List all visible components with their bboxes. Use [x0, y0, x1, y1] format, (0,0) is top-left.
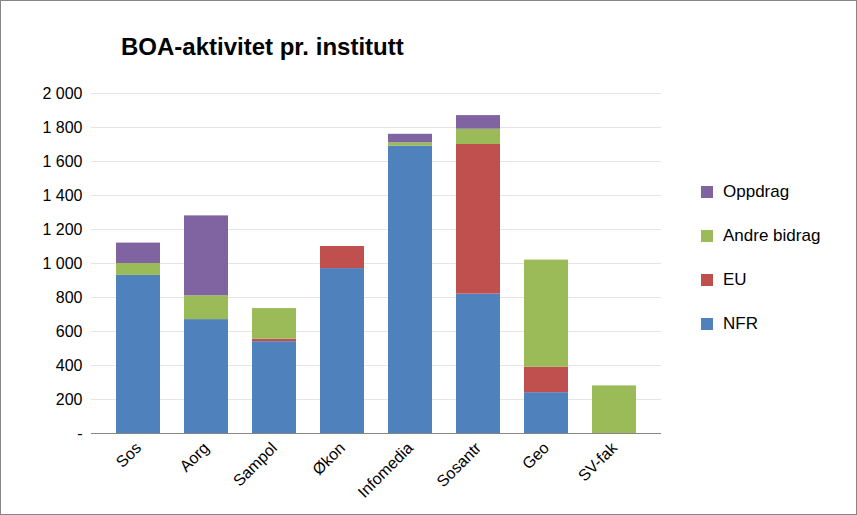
html-text:EU: EU [723, 269, 747, 289]
svg-text:600: 600 [56, 323, 83, 340]
svg-text:Sampol: Sampol [230, 439, 280, 489]
svg-text:800: 800 [56, 289, 83, 306]
svg-text:2 000: 2 000 [42, 85, 82, 102]
svg-text:1 800: 1 800 [42, 119, 82, 136]
html-text:Andre bidrag: Andre bidrag [723, 225, 821, 245]
html-text:Oppdrag: Oppdrag [723, 181, 790, 201]
svg-text:Sos: Sos [113, 439, 145, 471]
svg-text:-: - [77, 425, 82, 442]
svg-text:1 200: 1 200 [42, 221, 82, 238]
svg-text:200: 200 [56, 391, 83, 408]
svg-text:1 000: 1 000 [42, 255, 82, 272]
svg-text:SV-fak: SV-fak [575, 438, 621, 484]
html-text:NFR: NFR [723, 313, 758, 333]
svg-text:Økon: Økon [309, 439, 348, 478]
svg-text:Sosantr: Sosantr [433, 439, 484, 490]
svg-text:Aorg: Aorg [176, 439, 212, 475]
html-text:BOA-aktivitet pr. institutt: BOA-aktivitet pr. institutt [121, 33, 404, 60]
svg-text:Infomedia: Infomedia [355, 439, 417, 501]
svg-text:1 600: 1 600 [42, 153, 82, 170]
svg-text:Geo: Geo [519, 439, 552, 472]
svg-text:400: 400 [56, 357, 83, 374]
svg-text:1 400: 1 400 [42, 187, 82, 204]
